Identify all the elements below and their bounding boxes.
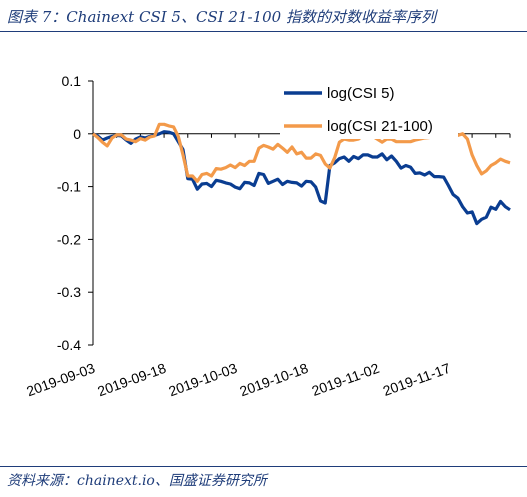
legend: log(CSI 5) log(CSI 21-100) (280, 80, 458, 139)
legend-label-2: log(CSI 21-100) (327, 118, 433, 135)
x-tick-label: 2019-09-03 (24, 360, 97, 400)
x-tick-label: 2019-09-18 (95, 360, 168, 400)
legend-label-1: log(CSI 5) (327, 85, 395, 102)
series-line-1 (92, 130, 511, 226)
source-note: 资料来源：chainext.io、国盛证券研究所 (7, 473, 267, 489)
y-tick-label: 0.1 (62, 73, 82, 89)
x-tick-label: 2019-11-17 (381, 360, 453, 399)
source-rule (0, 466, 527, 467)
chart-title: 图表 7：Chainext CSI 5、CSI 21-100 指数的对数收益率序… (7, 8, 436, 26)
y-tick-label: -0.1 (57, 179, 81, 195)
x-tick-label: 2019-11-02 (310, 360, 382, 399)
y-tick-label: -0.2 (57, 231, 81, 247)
x-axis: 2019-09-032019-09-182019-10-032019-10-18… (24, 133, 511, 400)
y-axis: 0.1 0 -0.1 -0.2 -0.3 -0.4 (57, 73, 94, 353)
x-tick-label: 2019-10-18 (237, 360, 310, 400)
x-tick-label: 2019-10-03 (166, 360, 239, 400)
y-tick-label: 0 (73, 126, 81, 142)
series-lines (92, 122, 511, 226)
y-tick-label: -0.4 (57, 337, 81, 353)
y-tick-label: -0.3 (57, 284, 81, 300)
title-rule (0, 31, 527, 32)
